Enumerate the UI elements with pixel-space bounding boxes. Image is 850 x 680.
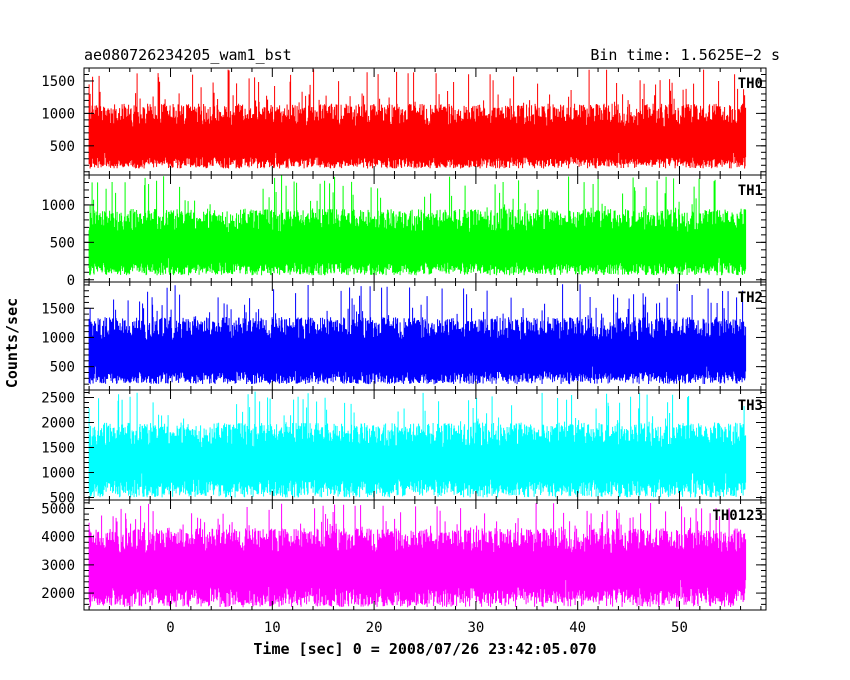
y-tick-label: 2000 [41, 586, 75, 602]
y-tick-label: 500 [50, 235, 75, 251]
figure-title: ae080726234205_wam1_bst [84, 46, 292, 64]
series-line-th1 [88, 175, 747, 276]
y-tick-label: 1000 [41, 106, 75, 122]
y-tick-label: 500 [50, 491, 75, 507]
y-tick-label: 3000 [41, 558, 75, 574]
y-tick-label: 4000 [41, 530, 75, 546]
series-name-label: TH2 [738, 290, 763, 306]
series-line-th3 [88, 391, 747, 498]
x-tick-label: 20 [366, 620, 383, 636]
y-tick-label: 2000 [41, 416, 75, 432]
series-line-th2 [88, 284, 747, 385]
panel-th2: 500 1000 1500 TH2 [41, 281, 767, 391]
y-tick-label: 1500 [41, 74, 75, 90]
x-tick-label: 40 [569, 620, 586, 636]
bin-time-label: Bin time: 1.5625E−2 s [590, 46, 780, 64]
panel-th1: 0 500 1000 TH1 [41, 174, 767, 289]
series-name-label: TH0123 [712, 508, 763, 524]
x-tick-label: 50 [671, 620, 688, 636]
y-axis-label: Counts/sec [3, 298, 21, 388]
y-tick-label: 1500 [41, 301, 75, 317]
y-tick-label: 500 [50, 139, 75, 155]
panel-th0123: 2000 3000 4000 5000 TH0123 [41, 499, 767, 611]
y-tick-label: 5000 [41, 501, 75, 517]
y-tick-label: 1000 [41, 466, 75, 482]
y-tick-label: 2500 [41, 391, 75, 407]
series-name-label: TH0 [738, 76, 763, 92]
y-tick-label: 1500 [41, 441, 75, 457]
x-tick-label: 10 [264, 620, 281, 636]
panel-frame [83, 499, 767, 611]
panel-th0: 500 1000 1500 TH0 [41, 67, 767, 176]
x-axis-label: Time [sec] 0 = 2008/07/26 23:42:05.070 [253, 640, 596, 658]
panel-th3: 500 1000 1500 2000 2500 TH3 [41, 389, 767, 507]
series-name-label: TH1 [738, 183, 763, 199]
x-tick-label: 0 [166, 620, 174, 636]
series-line-th0123 [88, 503, 747, 608]
y-tick-label: 1000 [41, 198, 75, 214]
series-line-th0 [88, 69, 747, 169]
y-tick-label: 0 [67, 273, 75, 289]
y-tick-label: 1000 [41, 330, 75, 346]
series-name-label: TH3 [738, 398, 763, 414]
y-tick-label: 500 [50, 360, 75, 376]
x-tick-label: 30 [467, 620, 484, 636]
